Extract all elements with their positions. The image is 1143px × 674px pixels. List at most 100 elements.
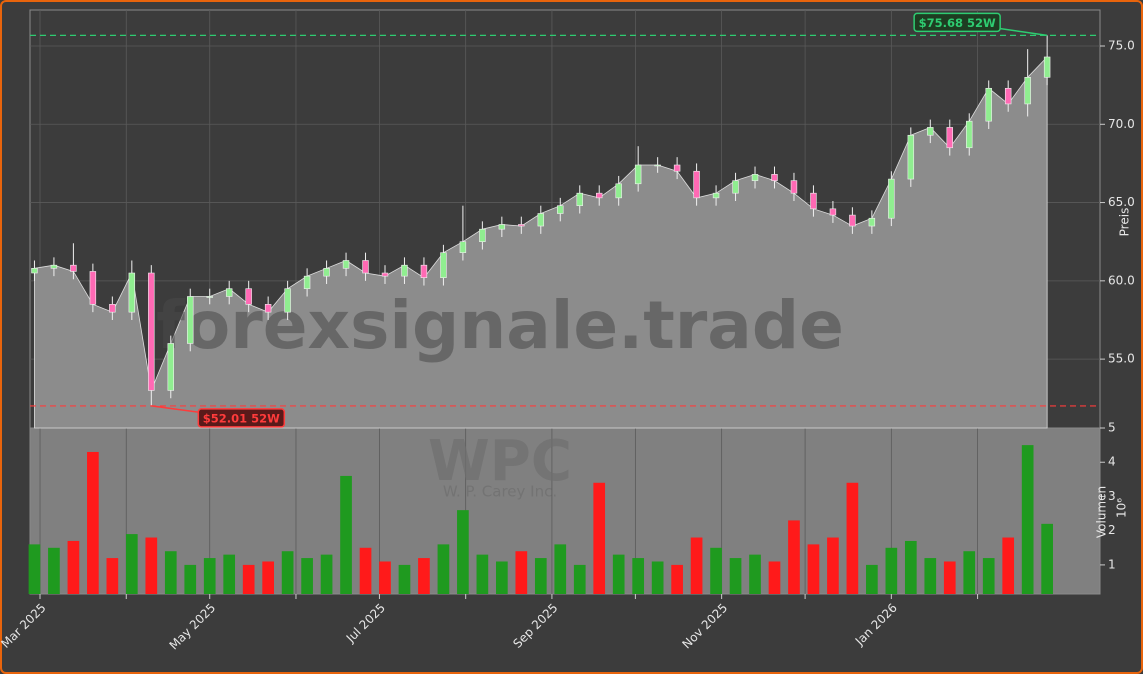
- candle-body: [732, 180, 739, 194]
- volume-bar: [593, 482, 606, 594]
- candle-body: [420, 264, 428, 279]
- volume-bar: [710, 547, 722, 594]
- volume-bar: [982, 558, 995, 594]
- candle-body: [206, 296, 213, 298]
- candle-body: [771, 174, 778, 181]
- volume-tick-label: 1: [1108, 557, 1116, 571]
- candle-body: [693, 170, 700, 199]
- candle-body: [148, 272, 155, 391]
- y-tick-label: 70.0: [1108, 117, 1135, 131]
- candle-body: [849, 214, 856, 227]
- candle-body: [985, 87, 992, 122]
- volume-bar: [262, 561, 274, 594]
- candle-body: [459, 241, 467, 253]
- volume-bar: [963, 551, 976, 594]
- candle-body: [1004, 87, 1012, 105]
- candle-body: [89, 271, 97, 305]
- volume-bar: [632, 558, 645, 594]
- volume-bar: [281, 551, 294, 594]
- volume-tick-label: 5: [1108, 421, 1116, 435]
- volume-bar: [1041, 523, 1053, 594]
- volume-bar: [885, 547, 898, 594]
- x-tick-label: Jul 2025: [343, 601, 388, 646]
- volume-bar: [671, 564, 683, 594]
- candle-body: [712, 192, 720, 199]
- x-tick-label: Nov 2025: [679, 601, 730, 652]
- candle-body: [362, 260, 369, 274]
- volume-bar: [807, 544, 820, 594]
- annotation-box: [913, 12, 1001, 33]
- volume-bar: [48, 547, 60, 594]
- candle-body: [907, 134, 915, 180]
- volume-bar: [379, 561, 391, 594]
- volume-tick-label: 4: [1108, 455, 1116, 469]
- volume-bar: [67, 540, 80, 594]
- volume-bar: [788, 520, 800, 594]
- volume-bar: [164, 551, 177, 594]
- volume-bar: [496, 561, 508, 594]
- volume-bar: [320, 554, 333, 594]
- annotation-label: $52.01 52W: [203, 411, 280, 425]
- candle-body: [946, 127, 953, 149]
- company-watermark: W. P. Carey Inc.: [443, 483, 557, 501]
- candle-body: [342, 260, 350, 269]
- candle-body: [927, 127, 934, 136]
- volume-bar: [651, 561, 664, 594]
- candle-body: [109, 304, 116, 313]
- volume-bar: [476, 554, 489, 594]
- volume-bar: [827, 537, 839, 594]
- volume-bar: [223, 554, 236, 594]
- candle-body: [790, 180, 798, 194]
- y-tick-label: 55.0: [1108, 352, 1135, 366]
- candle-body: [284, 288, 291, 313]
- x-tick-label: May 2025: [167, 601, 219, 653]
- candle-body: [557, 205, 564, 214]
- volume-bar: [418, 558, 430, 594]
- candle-body: [401, 264, 408, 277]
- candle-body: [128, 272, 136, 313]
- annotation-label: $75.68 52W: [919, 16, 996, 30]
- candle-body: [264, 304, 272, 313]
- volume-bar: [28, 544, 41, 594]
- candle-body: [595, 192, 603, 199]
- candle-body: [829, 208, 837, 216]
- candle-body: [1024, 77, 1031, 105]
- volume-bar: [437, 544, 450, 594]
- x-tick-label: Mar 2025: [0, 601, 49, 651]
- candle-body: [810, 192, 817, 210]
- candle-body: [576, 192, 583, 206]
- candle-body: [966, 120, 973, 149]
- volume-bar: [943, 561, 956, 594]
- volume-bar: [242, 564, 255, 594]
- candle-body: [187, 296, 194, 344]
- candle-body: [1043, 56, 1051, 78]
- volume-bar: [846, 482, 859, 594]
- candle-body: [634, 164, 642, 185]
- volume-bar: [612, 554, 625, 594]
- y-tick-label: 75.0: [1108, 39, 1135, 53]
- candle-body: [498, 224, 506, 230]
- volume-bar: [534, 558, 547, 594]
- candle-body: [50, 264, 58, 269]
- volume-bar: [145, 537, 158, 594]
- volume-bar: [184, 564, 197, 594]
- y-tick-label: 65.0: [1108, 195, 1135, 209]
- volume-bar: [573, 564, 586, 594]
- volume-bar: [1002, 537, 1015, 594]
- candle-body: [518, 224, 525, 227]
- candle-body: [245, 288, 252, 305]
- volume-bar: [125, 534, 138, 594]
- volume-bar: [87, 451, 99, 594]
- candle-body: [31, 268, 38, 274]
- volume-bar: [457, 510, 469, 594]
- volume-bar: [768, 561, 781, 594]
- close-area: [34, 55, 1048, 429]
- candle-body: [479, 228, 486, 243]
- volume-bar: [866, 564, 878, 594]
- volume-bar: [340, 475, 352, 594]
- candle-body: [323, 268, 330, 277]
- volume-tick-label: 3: [1108, 489, 1116, 503]
- candle-body: [225, 288, 233, 297]
